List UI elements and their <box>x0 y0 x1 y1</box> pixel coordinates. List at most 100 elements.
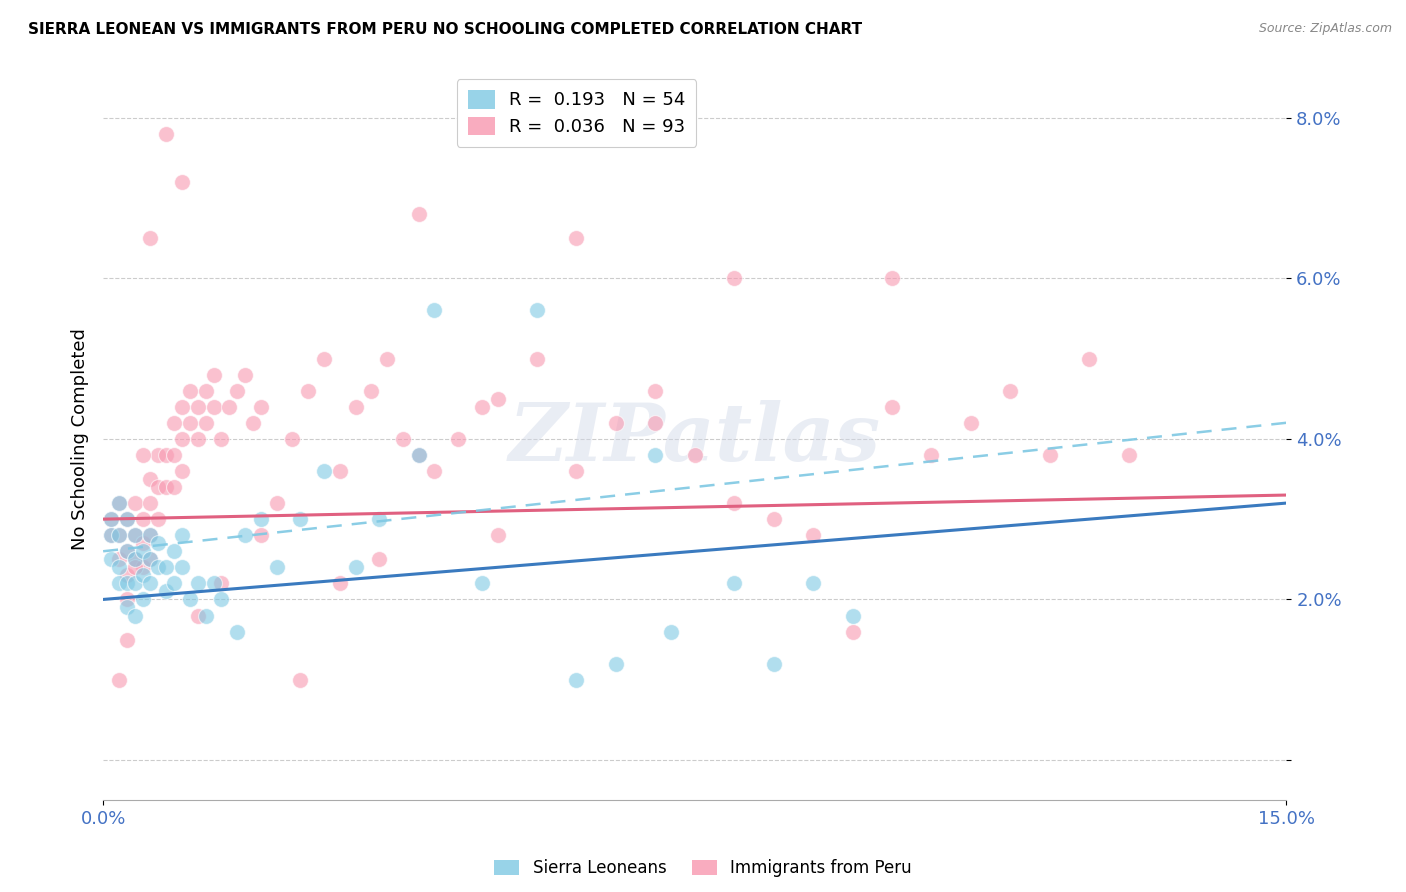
Point <box>266 496 288 510</box>
Point <box>124 528 146 542</box>
Point <box>565 464 588 478</box>
Text: Source: ZipAtlas.com: Source: ZipAtlas.com <box>1258 22 1392 36</box>
Point <box>108 560 131 574</box>
Point <box>139 552 162 566</box>
Y-axis label: No Schooling Completed: No Schooling Completed <box>72 328 89 549</box>
Point <box>108 552 131 566</box>
Point <box>290 673 312 687</box>
Point <box>100 512 122 526</box>
Point <box>187 432 209 446</box>
Point <box>408 448 430 462</box>
Point <box>226 384 249 398</box>
Point <box>148 560 170 574</box>
Point <box>163 544 186 558</box>
Point <box>108 496 131 510</box>
Point <box>115 576 138 591</box>
Point <box>447 432 470 446</box>
Point <box>880 271 903 285</box>
Point <box>131 560 153 574</box>
Point <box>290 512 312 526</box>
Point <box>131 536 153 550</box>
Point <box>211 432 233 446</box>
Point <box>115 544 138 558</box>
Point <box>423 464 446 478</box>
Point <box>368 552 391 566</box>
Point <box>124 576 146 591</box>
Point <box>250 528 273 542</box>
Point <box>194 608 217 623</box>
Point <box>108 496 131 510</box>
Point <box>297 384 319 398</box>
Point <box>115 600 138 615</box>
Point <box>408 448 430 462</box>
Point <box>250 512 273 526</box>
Point <box>526 351 548 366</box>
Point <box>202 576 225 591</box>
Point <box>233 368 256 382</box>
Point <box>526 303 548 318</box>
Point <box>124 528 146 542</box>
Point <box>179 384 201 398</box>
Point <box>170 464 193 478</box>
Point <box>187 576 209 591</box>
Point <box>115 544 138 558</box>
Point <box>392 432 415 446</box>
Point <box>605 416 627 430</box>
Point <box>108 673 131 687</box>
Point <box>605 657 627 671</box>
Point <box>115 512 138 526</box>
Point <box>170 400 193 414</box>
Point <box>360 384 382 398</box>
Point <box>124 560 146 574</box>
Point <box>115 592 138 607</box>
Point <box>155 127 177 141</box>
Point <box>723 576 745 591</box>
Point <box>344 400 367 414</box>
Point <box>179 416 201 430</box>
Point <box>281 432 304 446</box>
Point <box>124 552 146 566</box>
Point <box>659 624 682 639</box>
Point <box>170 528 193 542</box>
Point <box>139 231 162 245</box>
Point <box>565 231 588 245</box>
Point <box>471 400 494 414</box>
Point <box>108 528 131 542</box>
Point <box>148 448 170 462</box>
Point <box>139 496 162 510</box>
Point <box>100 512 122 526</box>
Point <box>131 512 153 526</box>
Point <box>801 576 824 591</box>
Point <box>226 624 249 639</box>
Point <box>920 448 942 462</box>
Point <box>187 608 209 623</box>
Point <box>242 416 264 430</box>
Point <box>139 472 162 486</box>
Point <box>312 351 335 366</box>
Point <box>139 528 162 542</box>
Point <box>170 175 193 189</box>
Point <box>155 448 177 462</box>
Point <box>423 303 446 318</box>
Point <box>211 592 233 607</box>
Point <box>486 528 509 542</box>
Point <box>115 568 138 582</box>
Point <box>375 351 398 366</box>
Point <box>108 528 131 542</box>
Point <box>139 552 162 566</box>
Point <box>329 576 352 591</box>
Text: SIERRA LEONEAN VS IMMIGRANTS FROM PERU NO SCHOOLING COMPLETED CORRELATION CHART: SIERRA LEONEAN VS IMMIGRANTS FROM PERU N… <box>28 22 862 37</box>
Point <box>115 512 138 526</box>
Point <box>1000 384 1022 398</box>
Point <box>100 528 122 542</box>
Point <box>170 432 193 446</box>
Point <box>124 608 146 623</box>
Point <box>124 552 146 566</box>
Text: ZIPatlas: ZIPatlas <box>509 401 880 477</box>
Point <box>266 560 288 574</box>
Point <box>163 416 186 430</box>
Point <box>329 464 352 478</box>
Point <box>565 673 588 687</box>
Point <box>100 552 122 566</box>
Point <box>194 384 217 398</box>
